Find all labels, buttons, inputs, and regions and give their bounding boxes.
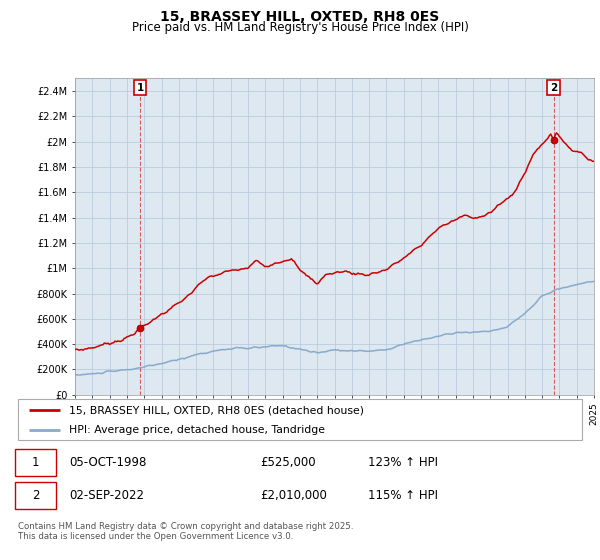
Text: £525,000: £525,000: [260, 456, 316, 469]
FancyBboxPatch shape: [18, 399, 582, 440]
FancyBboxPatch shape: [15, 482, 56, 509]
Text: 1: 1: [137, 83, 144, 93]
Text: 05-OCT-1998: 05-OCT-1998: [69, 456, 146, 469]
Text: Contains HM Land Registry data © Crown copyright and database right 2025.
This d: Contains HM Land Registry data © Crown c…: [18, 522, 353, 542]
Text: 02-SEP-2022: 02-SEP-2022: [69, 489, 144, 502]
Text: 115% ↑ HPI: 115% ↑ HPI: [368, 489, 437, 502]
Text: Price paid vs. HM Land Registry's House Price Index (HPI): Price paid vs. HM Land Registry's House …: [131, 21, 469, 34]
Text: 15, BRASSEY HILL, OXTED, RH8 0ES: 15, BRASSEY HILL, OXTED, RH8 0ES: [160, 10, 440, 24]
Text: 2: 2: [550, 83, 557, 93]
Text: 2: 2: [32, 489, 39, 502]
Text: 1: 1: [32, 456, 39, 469]
Text: £2,010,000: £2,010,000: [260, 489, 328, 502]
Text: 15, BRASSEY HILL, OXTED, RH8 0ES (detached house): 15, BRASSEY HILL, OXTED, RH8 0ES (detach…: [69, 405, 364, 415]
FancyBboxPatch shape: [15, 449, 56, 477]
Text: HPI: Average price, detached house, Tandridge: HPI: Average price, detached house, Tand…: [69, 424, 325, 435]
Text: 123% ↑ HPI: 123% ↑ HPI: [368, 456, 437, 469]
